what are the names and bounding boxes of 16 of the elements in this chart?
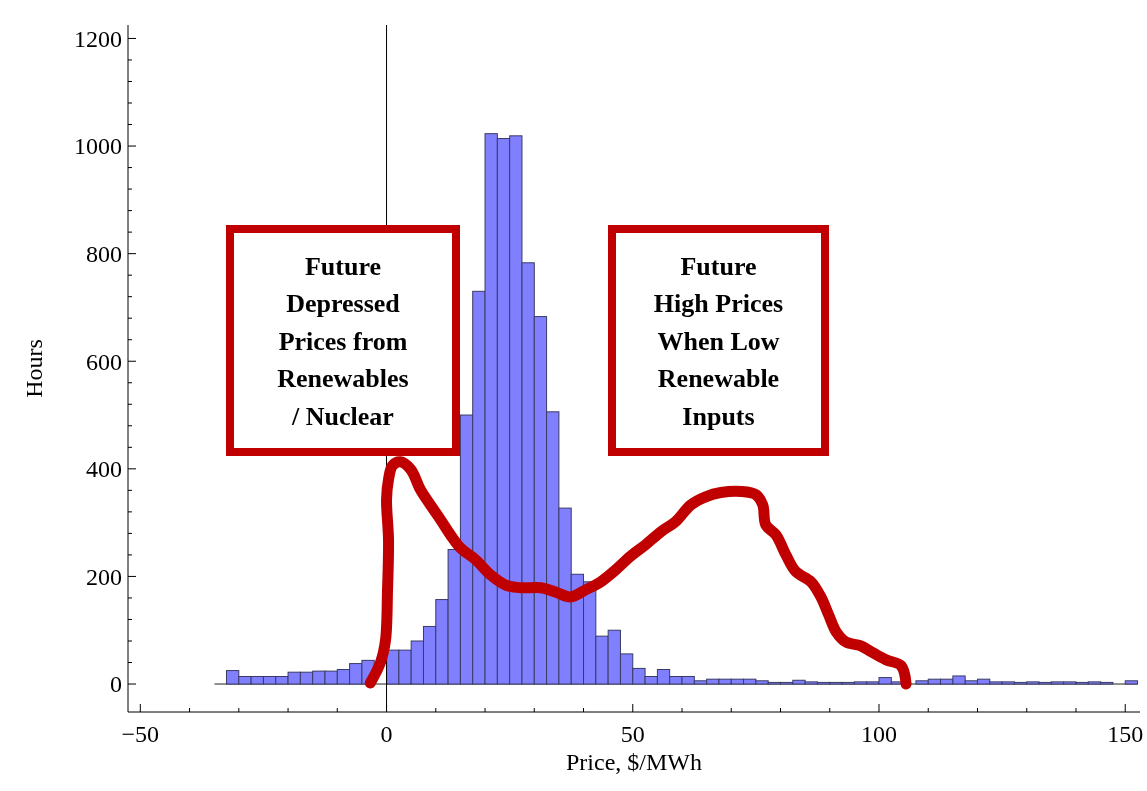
x-tick-label: 50: [620, 721, 645, 747]
y-tick-label: 1000: [74, 133, 122, 160]
y-axis-title: Hours: [21, 339, 47, 398]
x-tick-label: −50: [121, 721, 160, 747]
annotation: Future Depressed Prices from Renewables / Nuclear: [277, 251, 409, 431]
annotation: Future High Prices When Low Renewable Inputs: [653, 251, 784, 431]
y-tick-label: 1200: [74, 25, 122, 52]
y-tick-label: 400: [86, 456, 122, 483]
x-axis-title: Price, $/MWh: [566, 749, 702, 775]
x-tick-label: 0: [380, 721, 393, 747]
x-tick-label: 100: [861, 721, 897, 747]
y-tick-label: 800: [86, 241, 122, 268]
y-tick-label: 600: [86, 348, 122, 375]
y-tick-label: 200: [86, 563, 122, 590]
y-tick-label: 0: [110, 671, 122, 698]
x-tick-label: 150: [1107, 721, 1144, 747]
